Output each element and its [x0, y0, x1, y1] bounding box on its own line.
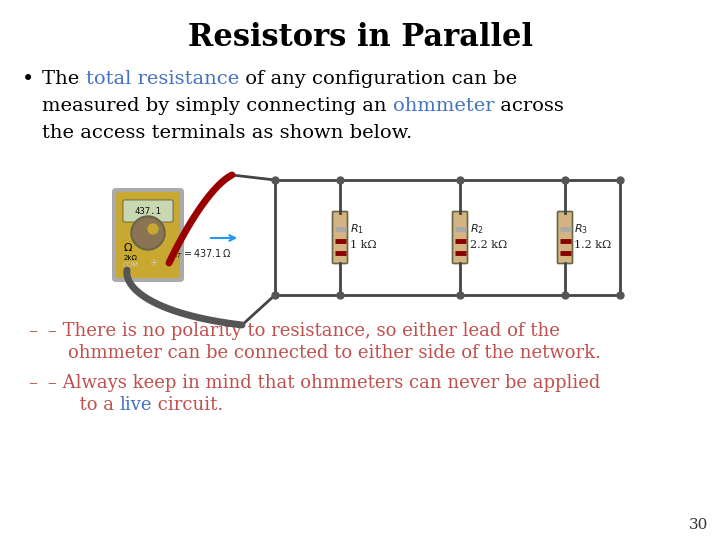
Circle shape	[131, 216, 165, 250]
Text: $R_2$: $R_2$	[469, 222, 483, 237]
Text: •: •	[22, 70, 35, 89]
Text: –: –	[28, 374, 37, 392]
Text: of any configuration can be: of any configuration can be	[239, 70, 517, 88]
Text: $R_3$: $R_3$	[575, 222, 588, 237]
Text: $R_T = 437.1\,\Omega$: $R_T = 437.1\,\Omega$	[170, 247, 232, 261]
Text: 2kΩ: 2kΩ	[124, 255, 138, 261]
FancyBboxPatch shape	[123, 200, 173, 222]
Text: the access terminals as shown below.: the access terminals as shown below.	[42, 124, 413, 142]
Text: The: The	[42, 70, 86, 88]
Text: +: +	[149, 258, 157, 268]
Text: to a: to a	[68, 396, 120, 414]
Text: 1.2 kΩ: 1.2 kΩ	[575, 240, 612, 251]
Text: $R_1$: $R_1$	[349, 222, 364, 237]
FancyBboxPatch shape	[557, 212, 572, 264]
Text: – Always keep in mind that ohmmeters can never be applied: – Always keep in mind that ohmmeters can…	[48, 374, 600, 392]
FancyBboxPatch shape	[116, 192, 180, 278]
Text: measured by simply connecting an: measured by simply connecting an	[42, 97, 392, 115]
Text: COM: COM	[123, 262, 139, 268]
Text: circuit.: circuit.	[152, 396, 223, 414]
Text: across: across	[494, 97, 564, 115]
Text: live: live	[120, 396, 152, 414]
Text: –: –	[28, 322, 37, 340]
FancyBboxPatch shape	[333, 212, 348, 264]
Text: total resistance: total resistance	[86, 70, 239, 88]
FancyBboxPatch shape	[112, 188, 184, 282]
Text: – There is no polarity to resistance, so either lead of the: – There is no polarity to resistance, so…	[48, 322, 560, 340]
Text: 2.2 kΩ: 2.2 kΩ	[469, 240, 507, 251]
Text: ohmmeter: ohmmeter	[392, 97, 494, 115]
FancyBboxPatch shape	[452, 212, 467, 264]
Text: Resistors in Parallel: Resistors in Parallel	[187, 22, 533, 53]
Circle shape	[148, 224, 158, 234]
Text: ohmmeter can be connected to either side of the network.: ohmmeter can be connected to either side…	[68, 344, 601, 362]
Text: Ω: Ω	[124, 243, 132, 253]
Circle shape	[133, 218, 163, 248]
Text: 1 kΩ: 1 kΩ	[349, 240, 376, 251]
Text: 437.1: 437.1	[135, 206, 161, 215]
Text: 30: 30	[688, 518, 708, 532]
